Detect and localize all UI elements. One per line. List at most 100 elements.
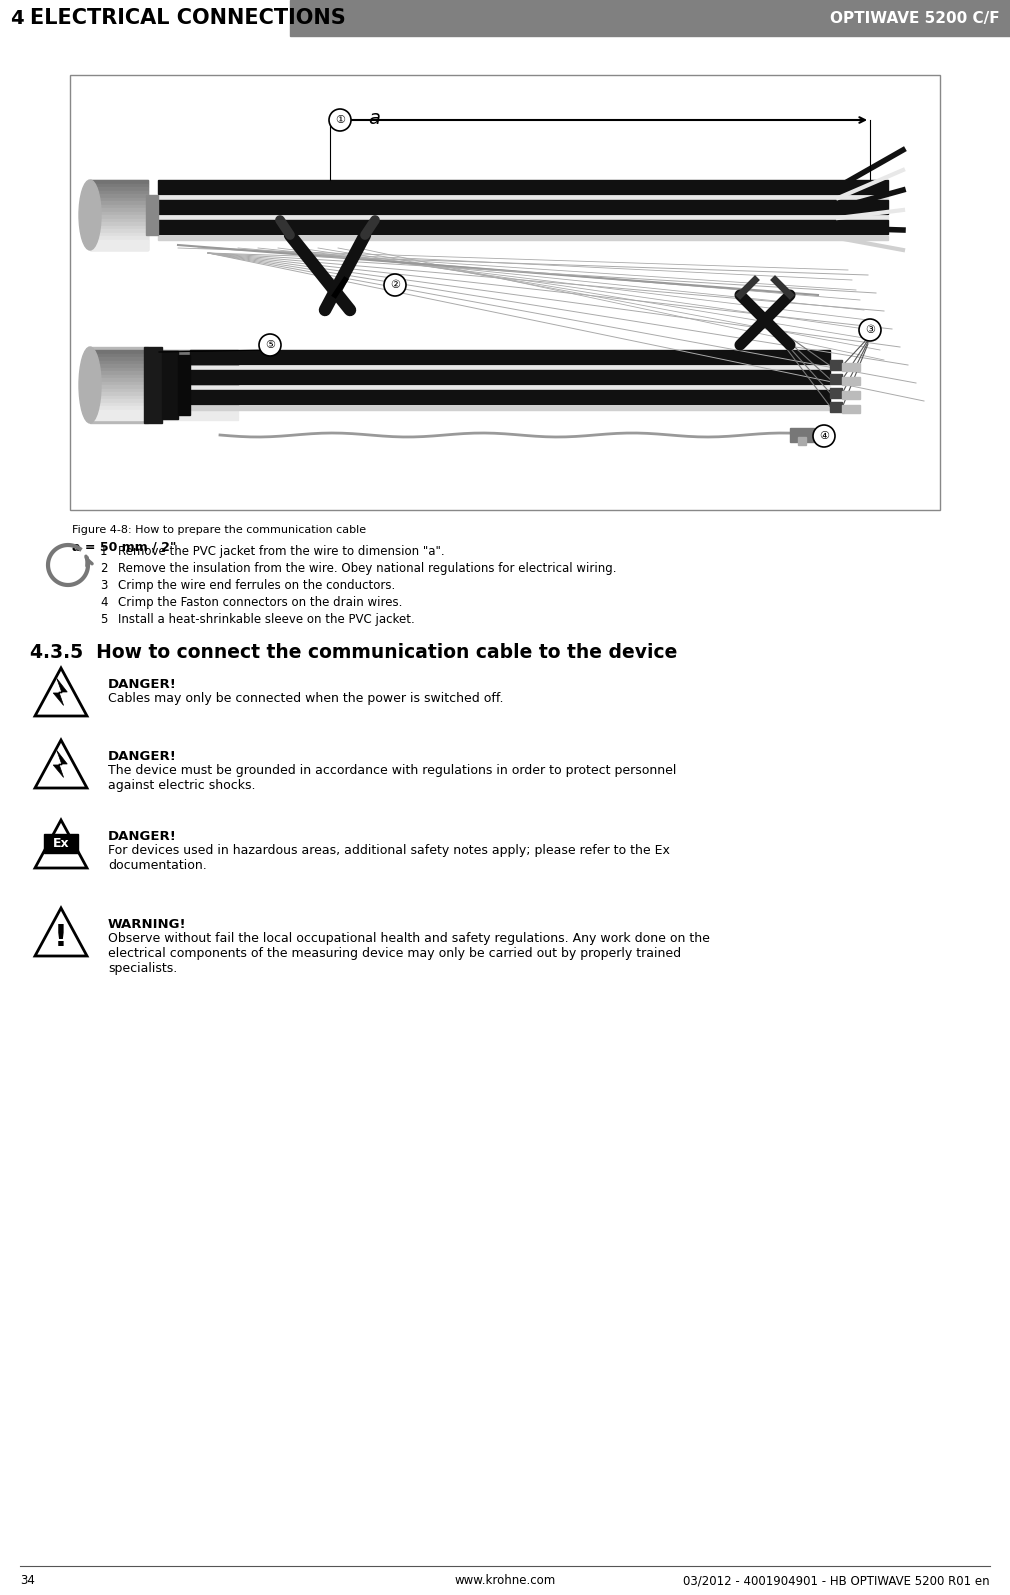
Bar	[90, 204, 148, 207]
Text: Crimp the Faston connectors on the drain wires.: Crimp the Faston connectors on the drain…	[118, 597, 402, 609]
Circle shape	[858, 319, 881, 341]
Text: Ex: Ex	[53, 837, 70, 850]
Bar	[44, 834, 78, 853]
Bar	[830, 373, 842, 384]
Bar	[90, 236, 148, 239]
Text: OPTIWAVE 5200 C/F: OPTIWAVE 5200 C/F	[830, 11, 1000, 26]
Text: 1: 1	[100, 545, 107, 558]
Bar	[842, 391, 860, 399]
Bar	[90, 416, 238, 419]
Bar	[90, 215, 148, 219]
Bar	[90, 230, 148, 233]
Bar	[90, 195, 148, 198]
Polygon shape	[35, 668, 87, 716]
Bar	[90, 399, 238, 402]
Bar	[842, 405, 860, 413]
Bar	[90, 410, 238, 413]
Text: 4: 4	[10, 8, 23, 27]
Bar	[158, 196, 888, 199]
Text: ②: ②	[390, 281, 400, 290]
Bar	[90, 396, 238, 399]
Text: Install a heat-shrinkable sleeve on the PVC jacket.: Install a heat-shrinkable sleeve on the …	[118, 612, 415, 625]
Text: ELECTRICAL CONNECTIONS: ELECTRICAL CONNECTIONS	[30, 8, 345, 29]
Bar	[90, 357, 238, 360]
Bar	[842, 376, 860, 384]
Bar	[830, 402, 842, 412]
Bar	[290, 0, 1010, 37]
Ellipse shape	[79, 180, 101, 250]
Polygon shape	[35, 820, 87, 868]
Text: 2: 2	[100, 561, 107, 576]
Circle shape	[813, 424, 835, 447]
Bar	[90, 375, 238, 378]
Text: DANGER!: DANGER!	[108, 678, 177, 691]
Bar	[90, 247, 148, 250]
Text: Observe without fail the local occupational health and safety regulations. Any w: Observe without fail the local occupatio…	[108, 931, 710, 975]
Bar	[90, 381, 238, 384]
Bar	[190, 407, 830, 410]
Polygon shape	[35, 740, 87, 788]
Text: WARNING!: WARNING!	[108, 919, 187, 931]
Bar	[790, 427, 814, 442]
Bar	[90, 198, 148, 201]
Text: a = 50 mm / 2": a = 50 mm / 2"	[72, 541, 177, 553]
Text: Cables may only be connected when the power is switched off.: Cables may only be connected when the po…	[108, 692, 504, 705]
Bar	[190, 386, 830, 391]
Bar	[830, 360, 842, 370]
Circle shape	[329, 108, 351, 131]
Bar	[842, 364, 860, 372]
Bar	[90, 219, 148, 222]
Bar	[178, 356, 190, 415]
Bar	[90, 187, 148, 190]
Text: ③: ③	[865, 325, 875, 335]
Text: DANGER!: DANGER!	[108, 750, 177, 762]
Text: 5: 5	[100, 612, 107, 625]
Bar	[90, 407, 238, 410]
Bar	[90, 190, 148, 195]
Bar	[158, 180, 888, 195]
Bar	[162, 351, 178, 419]
Polygon shape	[54, 678, 68, 705]
Bar	[70, 75, 940, 510]
Text: ⑤: ⑤	[265, 340, 275, 349]
Bar	[90, 233, 148, 236]
Polygon shape	[54, 751, 68, 777]
Bar	[144, 348, 162, 423]
Bar	[90, 180, 148, 250]
Bar	[90, 364, 238, 367]
Text: The device must be grounded in accordance with regulations in order to protect p: The device must be grounded in accordanc…	[108, 764, 677, 793]
Bar	[158, 236, 888, 239]
Bar	[190, 365, 830, 370]
Bar	[90, 180, 148, 183]
Bar	[90, 207, 148, 212]
Bar	[158, 199, 888, 214]
Text: Crimp the wire end ferrules on the conductors.: Crimp the wire end ferrules on the condu…	[118, 579, 395, 592]
Circle shape	[259, 333, 281, 356]
Bar	[190, 370, 830, 384]
Polygon shape	[35, 908, 87, 955]
Ellipse shape	[79, 348, 101, 423]
Bar	[90, 239, 148, 242]
Text: 03/2012 - 4001904901 - HB OPTIWAVE 5200 R01 en: 03/2012 - 4001904901 - HB OPTIWAVE 5200 …	[684, 1574, 990, 1587]
Text: www.krohne.com: www.krohne.com	[454, 1574, 556, 1587]
Text: Figure 4-8: How to prepare the communication cable: Figure 4-8: How to prepare the communica…	[72, 525, 366, 534]
Bar	[90, 348, 148, 423]
Text: 4: 4	[100, 597, 107, 609]
Bar	[90, 392, 238, 396]
Text: a: a	[368, 108, 380, 128]
Bar	[830, 388, 842, 399]
Bar	[90, 354, 238, 357]
Bar	[90, 349, 238, 354]
Circle shape	[384, 274, 406, 297]
Bar	[90, 242, 148, 247]
Bar	[90, 222, 148, 225]
Bar	[90, 402, 238, 407]
Text: Remove the insulation from the wire. Obey national regulations for electrical wi: Remove the insulation from the wire. Obe…	[118, 561, 616, 576]
Bar	[190, 349, 830, 364]
Text: ①: ①	[335, 115, 345, 124]
Text: Remove the PVC jacket from the wire to dimension "a".: Remove the PVC jacket from the wire to d…	[118, 545, 444, 558]
Bar	[90, 413, 238, 416]
Bar	[90, 360, 238, 364]
Text: DANGER!: DANGER!	[108, 829, 177, 844]
Bar	[158, 220, 888, 234]
